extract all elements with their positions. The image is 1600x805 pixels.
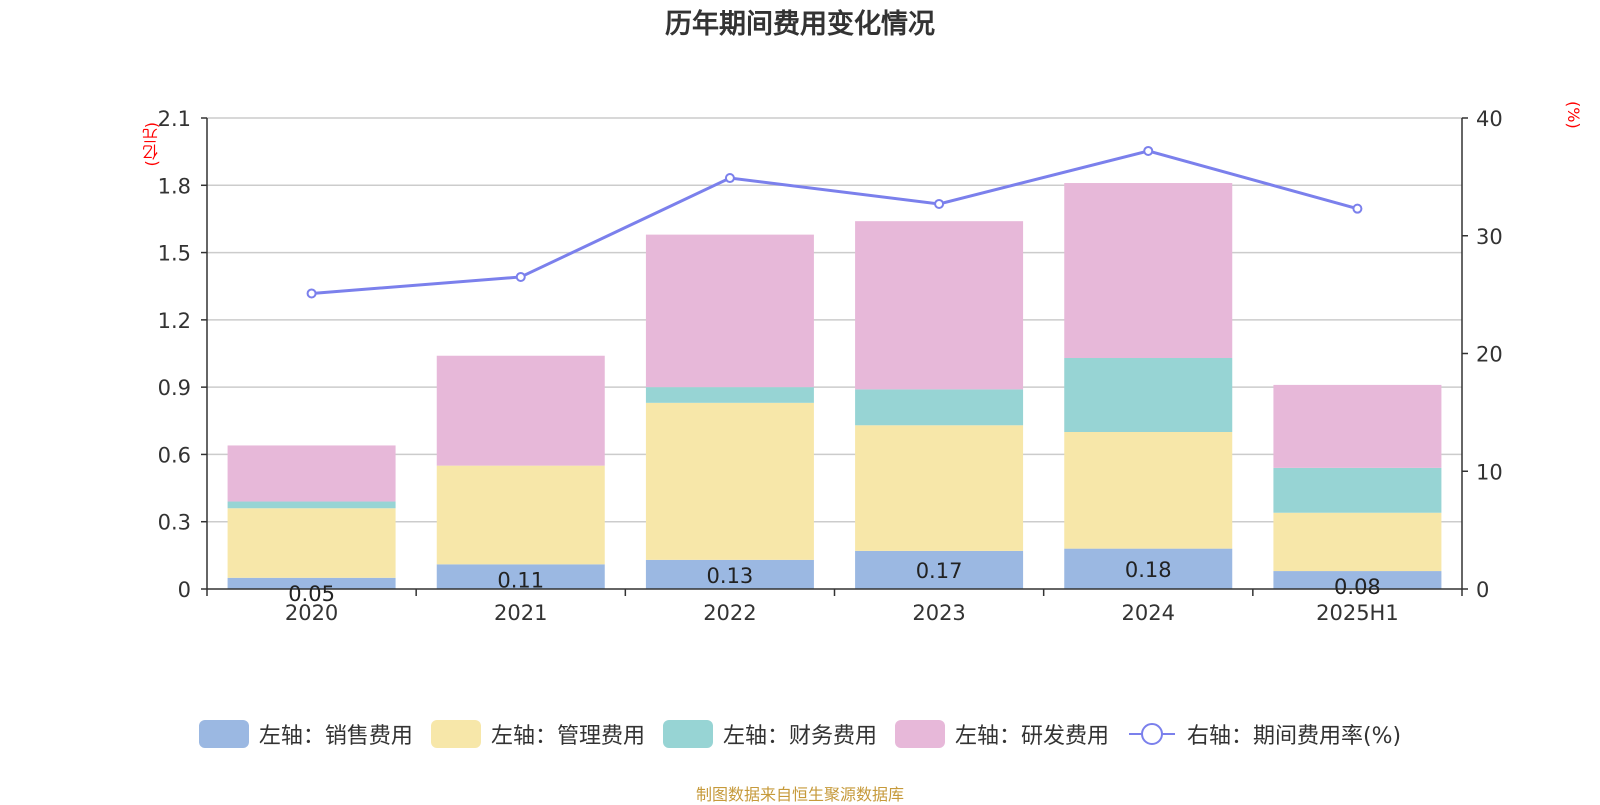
bar-rd-2022 [645, 234, 814, 388]
expense-rate-point [934, 198, 945, 209]
legend-label-finance: 左轴：财务费用 [722, 724, 877, 749]
data-label-sales: 0.17 [916, 559, 963, 583]
bar-admin-2021 [436, 465, 605, 565]
bar-rd-2021 [436, 355, 605, 466]
data-source-note: 制图数据来自恒生聚源数据库 [695, 785, 904, 804]
bar-finance-2024 [1064, 357, 1233, 432]
data-label-sales: 0.05 [288, 582, 335, 606]
legend-swatch-rd [894, 720, 945, 748]
data-label-sales: 0.13 [707, 564, 754, 588]
data-label-sales: 0.18 [1125, 558, 1172, 582]
right-axis-tick-label: 30 [1476, 225, 1503, 249]
left-axis-tick-label: 2.1 [158, 107, 191, 131]
left-axis-tick-label: 0.9 [158, 376, 191, 400]
expense-rate-point [1143, 145, 1154, 156]
legend-item-admin[interactable]: 左轴：管理费用 [430, 718, 645, 750]
legend-label-admin: 左轴：管理费用 [490, 724, 645, 749]
expense-rate-line [311, 149, 1358, 295]
bar-rd-2025H1 [1273, 384, 1442, 468]
legend-label-rd: 左轴：研发费用 [954, 724, 1109, 749]
bar-finance-2023 [855, 389, 1024, 426]
legend-item-rd[interactable]: 左轴：研发费用 [894, 718, 1109, 750]
bar-admin-2024 [1064, 432, 1233, 549]
expense-rate-point [1352, 203, 1363, 214]
legend-swatch-finance [662, 720, 713, 748]
chart-title: 历年期间费用变化情况 [665, 9, 935, 40]
data-label-sales: 0.08 [1334, 575, 1381, 599]
legend-item-sales[interactable]: 左轴：销售费用 [198, 718, 413, 750]
bar-finance-2025H1 [1273, 467, 1442, 513]
x-axis-tick-label: 2023 [912, 601, 965, 625]
right-axis-tick-label: 20 [1476, 343, 1503, 367]
bar-finance-2020 [227, 501, 396, 509]
expense-rate-point [515, 271, 526, 282]
legend-label-sales: 左轴：销售费用 [258, 724, 413, 749]
legend-label-expense-rate: 右轴：期间费用率(%) [1186, 724, 1402, 749]
x-axis-tick-label: 2021 [494, 601, 547, 625]
bar-admin-2022 [645, 402, 814, 560]
right-axis-tick-label: 40 [1476, 107, 1503, 131]
x-axis-tick-label: 2020 [285, 601, 338, 625]
left-axis-tick-label: 1.2 [158, 309, 191, 333]
legend-line-circle-icon [1128, 723, 1175, 745]
x-axis-tick-label: 2025H1 [1316, 601, 1399, 625]
bar-rd-2023 [855, 221, 1024, 390]
legend-swatch-sales [198, 720, 249, 748]
bar-admin-2020 [227, 508, 396, 578]
left-axis-tick-label: 0.3 [158, 511, 191, 535]
bar-sales-2023 [855, 550, 1024, 589]
expense-rate-point [724, 173, 735, 184]
legend-swatch-admin [430, 720, 481, 748]
bar-rd-2020 [227, 445, 396, 502]
expense-rate-point [306, 288, 317, 299]
left-axis-tick-label: 0.6 [158, 443, 191, 467]
bar-rd-2024 [1064, 183, 1233, 358]
x-axis-tick-label: 2024 [1122, 601, 1175, 625]
bar-sales-2022 [645, 559, 814, 589]
bar-admin-2023 [855, 425, 1024, 551]
right-axis-tick-label: 0 [1476, 578, 1489, 602]
left-axis-tick-label: 1.8 [158, 174, 191, 198]
bar-sales-2024 [1064, 548, 1233, 589]
legend-item-expense-rate[interactable]: 右轴：期间费用率(%) [1127, 718, 1401, 750]
bar-sales-2021 [436, 564, 605, 589]
data-label-sales: 0.11 [497, 568, 544, 592]
left-axis-tick-label: 1.5 [158, 242, 191, 266]
legend: 左轴：销售费用 左轴：管理费用 左轴：财务费用 左轴：研发费用 右轴：期间费用率… [0, 718, 1600, 750]
bar-finance-2022 [645, 387, 814, 403]
x-axis-tick-label: 2022 [703, 601, 756, 625]
bar-admin-2025H1 [1273, 512, 1442, 572]
bar-sales-2025H1 [1273, 571, 1442, 589]
bar-sales-2020 [227, 577, 396, 589]
left-axis-tick-label: 0 [178, 578, 191, 602]
legend-item-finance[interactable]: 左轴：财务费用 [662, 718, 877, 750]
right-axis-tick-label: 10 [1476, 460, 1503, 484]
right-axis-unit: (%) [1564, 101, 1583, 129]
